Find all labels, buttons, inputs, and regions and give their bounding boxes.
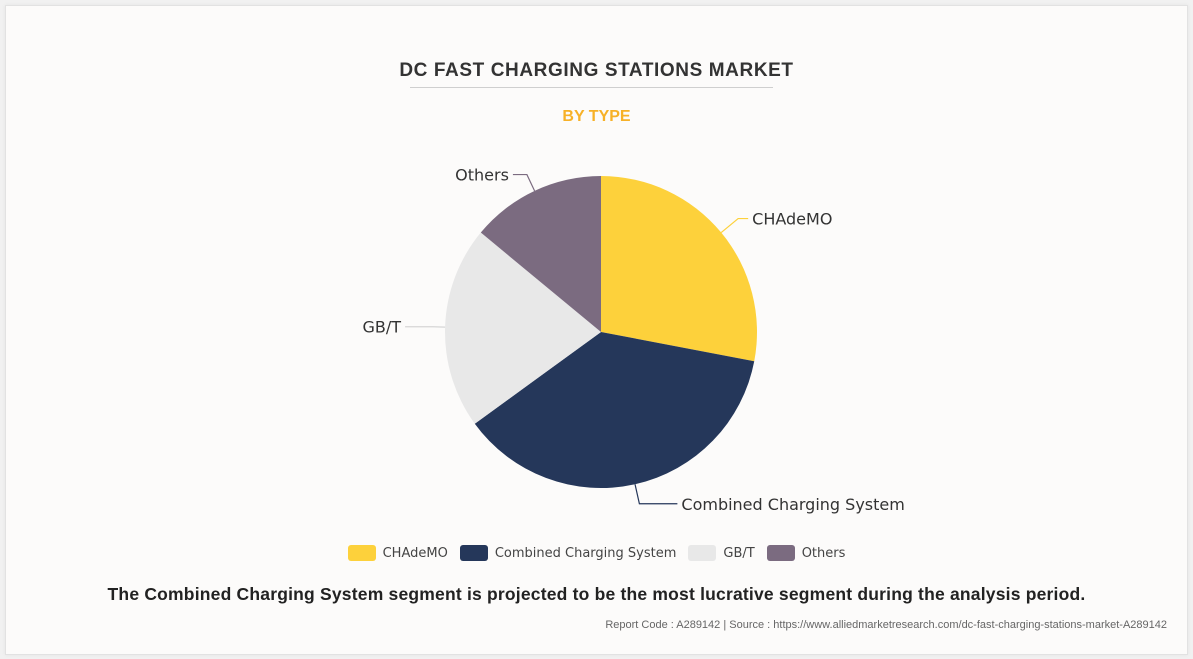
chart-legend: CHAdeMO Combined Charging System GB/T Ot… <box>0 545 1193 561</box>
leader-line-chademo <box>720 217 749 234</box>
pie-slice-gbt[interactable] <box>445 232 601 424</box>
legend-label-ccs: Combined Charging System <box>494 545 677 561</box>
pie-slices <box>445 176 757 488</box>
pie-slice-combined-charging-system[interactable] <box>474 332 755 488</box>
leader-line-combined-charging-system <box>634 484 678 505</box>
legend-swatch-others <box>766 545 795 561</box>
legend-label-others: Others <box>801 545 846 561</box>
legend-swatch-ccs <box>459 545 488 561</box>
pie-slice-chademo[interactable] <box>601 176 757 362</box>
summary-text: The Combined Charging System segment is … <box>107 584 1086 604</box>
legend-label-chademo: CHAdeMO <box>382 545 448 561</box>
legend-item-gbt[interactable]: GB/T <box>688 545 755 561</box>
pie-slice-others[interactable] <box>480 176 601 332</box>
legend-swatch-gbt <box>688 545 717 561</box>
pie-label-chademo: CHAdeMO <box>752 210 832 229</box>
legend-item-ccs[interactable]: Combined Charging System <box>459 545 677 561</box>
chart-title: DC FAST CHARGING STATIONS MARKET <box>399 60 794 81</box>
legend-swatch-chademo <box>347 545 376 561</box>
source-text: Report Code : A289142 | Source : https:/… <box>605 619 1167 631</box>
pie-labels: CHAdeMO Combined Charging System GB/T Other… <box>363 166 905 514</box>
chart-subtitle: BY TYPE <box>562 108 631 125</box>
leader-line-others <box>512 173 536 192</box>
title-divider <box>410 87 773 88</box>
pie-label-others: Others <box>455 166 509 185</box>
pie-label-combined-charging-system: Combined Charging System <box>681 495 904 514</box>
legend-item-others[interactable]: Others <box>766 545 846 561</box>
pie-label-gbt: GB/T <box>363 318 402 337</box>
legend-item-chademo[interactable]: CHAdeMO <box>347 545 448 561</box>
legend-label-gbt: GB/T <box>723 545 755 561</box>
